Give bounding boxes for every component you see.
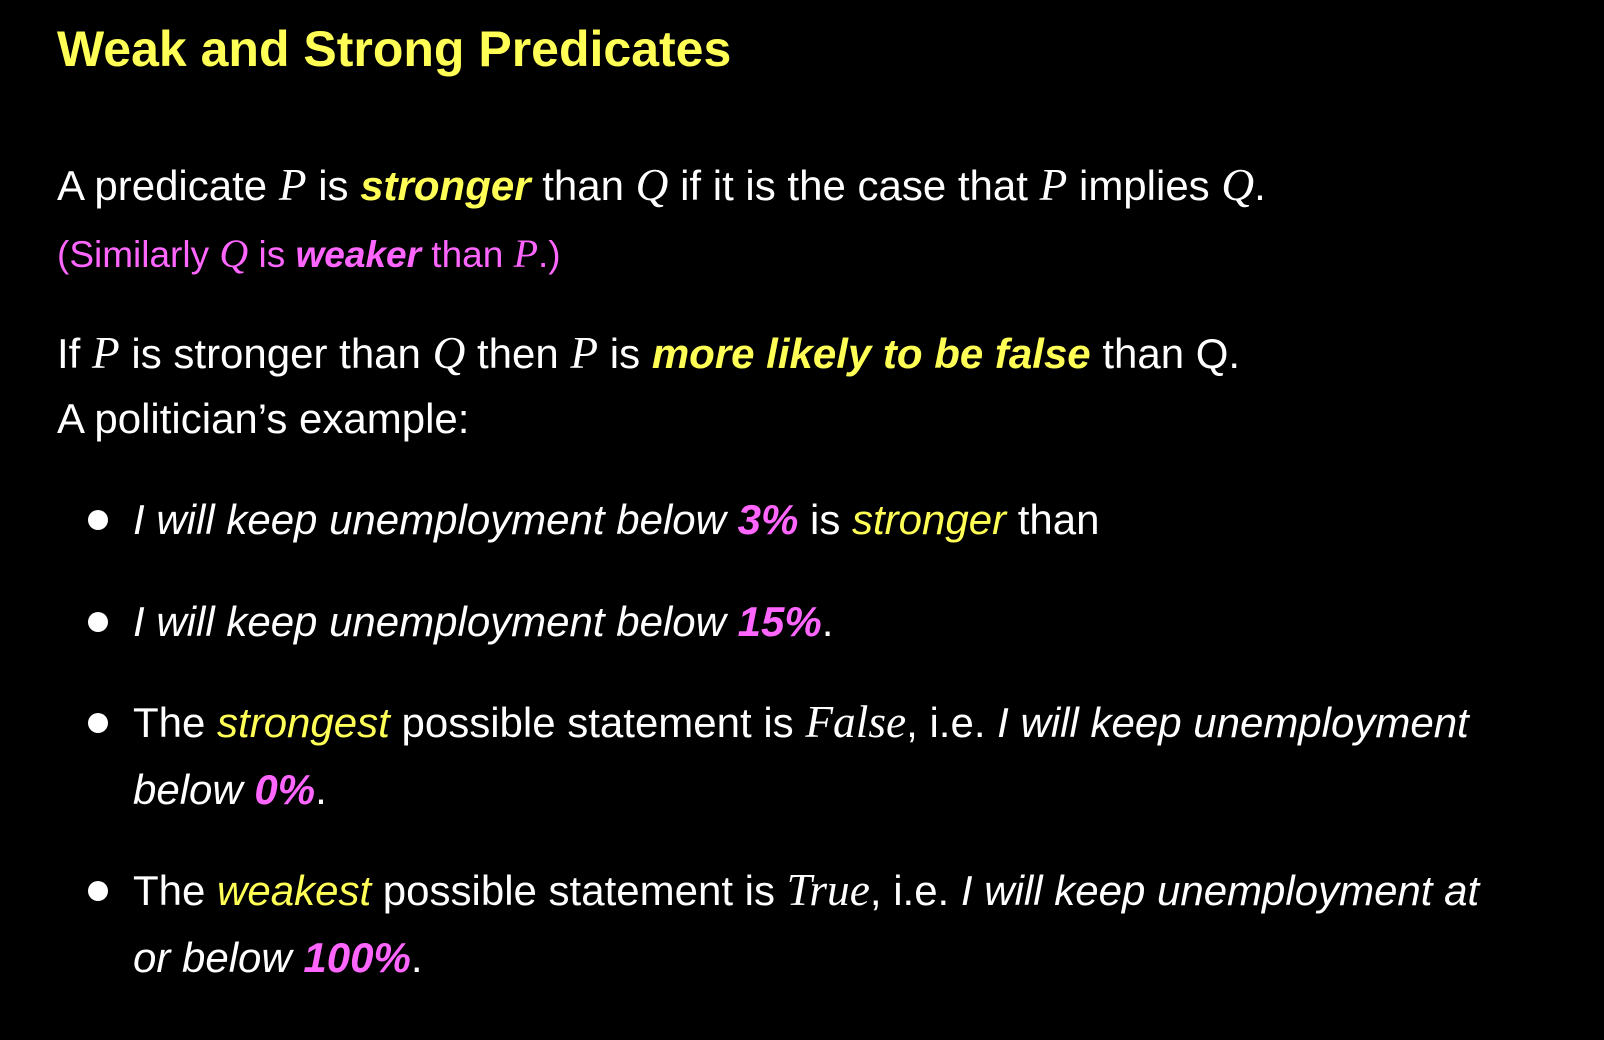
- example-intro: A politician’s example:: [57, 395, 470, 442]
- emphasis-stronger: stronger: [852, 496, 1007, 543]
- math-p: P: [92, 328, 120, 378]
- math-q: Q: [1221, 160, 1255, 210]
- bullet-item: The weakest possible statement is True, …: [88, 857, 1528, 991]
- bullet-item: I will keep unemployment below 15%.: [88, 588, 1528, 655]
- emphasis-percent: 100%: [303, 934, 411, 981]
- math-p: P: [570, 328, 599, 378]
- math-true: True: [786, 865, 870, 915]
- emphasis-more-likely-false: more likely to be false: [651, 330, 1091, 377]
- math-false: False: [805, 697, 907, 747]
- emphasis-percent: 3%: [737, 496, 799, 543]
- emphasis-stronger: stronger: [360, 162, 531, 209]
- emphasis-strongest: strongest: [217, 699, 390, 746]
- slide-title: Weak and Strong Predicates: [57, 21, 732, 77]
- math-q: Q: [219, 231, 249, 276]
- bullet-dot: [88, 713, 108, 733]
- emphasis-weaker: weaker: [295, 234, 422, 275]
- math-p: P: [513, 231, 539, 276]
- emphasis-weakest: weakest: [217, 867, 372, 914]
- bullet-dot: [88, 881, 108, 901]
- math-q: Q: [635, 160, 669, 210]
- math-p: P: [1039, 160, 1068, 210]
- similarly-line: (Similarly Q is weaker than P.): [57, 231, 561, 276]
- bullet-dot: [88, 612, 108, 632]
- likelihood-line: If P is stronger than Q then P is more l…: [57, 328, 1241, 378]
- definition-line: A predicate P is stronger than Q if it i…: [57, 160, 1266, 210]
- emphasis-percent: 0%: [254, 766, 316, 813]
- emphasis-percent: 15%: [737, 598, 822, 645]
- bullet-dot: [88, 510, 108, 530]
- bullet-item: The strongest possible statement is Fals…: [88, 689, 1528, 823]
- bullet-item: I will keep unemployment below 3% is str…: [88, 486, 1528, 553]
- math-q: Q: [432, 328, 466, 378]
- math-p: P: [278, 160, 307, 210]
